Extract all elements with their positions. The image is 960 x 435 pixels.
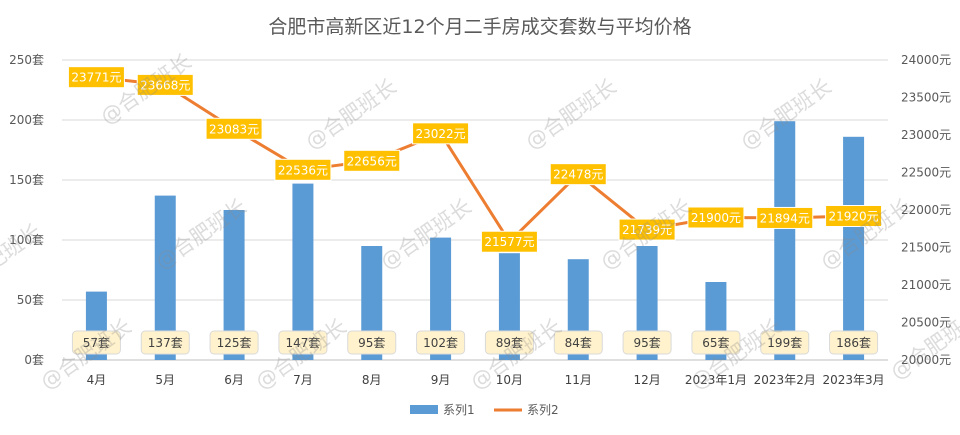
line-data-label-box [274,158,332,181]
right-axis-tick-label: 20000元 [901,353,951,367]
right-axis-tick-label: 21000元 [901,278,951,292]
line-data-label-box [412,122,470,145]
x-axis-tick-label: 7月 [293,373,313,387]
legend: 系列1 系列2 [410,403,559,417]
left-axis-ticks: 0套 50套 100套 150套 200套 250套 [9,53,44,367]
line-data-label-box [480,230,538,253]
line-data-label: 22478元 [553,168,603,182]
x-axis-tick-label: 5月 [155,373,175,387]
x-axis-tick-label: 12月 [633,373,660,387]
right-axis-ticks: 20000元 20500元 21000元 21500元 22000元 22500元 2300… [901,53,951,367]
x-axis-tick-label: 2023年3月 [822,373,884,387]
bar-data-label-box [760,330,810,355]
left-axis-tick-label: 250套 [9,53,44,67]
bar [292,183,314,360]
right-axis-tick-label: 23000元 [901,128,951,142]
x-axis-tick-label: 4月 [87,373,107,387]
x-axis-tick-label: 9月 [431,373,451,387]
right-axis-tick-label: 22500元 [901,166,951,180]
line-data-labels: 23771元 23668元 23083元 22536元 22656元 23022元 2157… [67,66,883,253]
left-axis-tick-label: 0套 [24,353,44,367]
bar-data-label-box [553,330,603,355]
line-data-label: 23771元 [71,71,121,85]
line-data-label: 23668元 [140,78,190,92]
legend-label-series1: 系列1 [443,403,475,417]
right-axis-tick-label: 24000元 [901,53,951,67]
line-data-label-box [756,206,814,229]
right-axis-tick-label: 22000元 [901,203,951,217]
right-axis-tick-label: 21500元 [901,241,951,255]
bar-data-label-box [347,330,397,355]
bar-data-label-box [140,330,190,355]
left-axis-tick-label: 50套 [17,293,44,307]
line-data-label-box [343,149,401,172]
bar [154,195,176,360]
x-axis-tick-label: 6月 [224,373,244,387]
bar-data-label: 186套 [836,336,871,350]
line-data-label: 21739元 [622,223,672,237]
line-data-label: 22656元 [347,154,397,168]
line-data-label: 21900元 [691,211,741,225]
bar-data-label-box [71,330,121,355]
bar-data-label: 125套 [217,336,252,350]
line-data-label: 21577元 [484,235,534,249]
x-axis-tick-label: 11月 [565,373,592,387]
bar-data-label-box [209,330,259,355]
x-axis-labels: 4月 5月 6月 7月 8月 9月 10月 11月 12月 2023年1月 2023年2月 2023年… [87,373,885,387]
line-data-label: 23022元 [415,127,465,141]
bar-data-label: 95套 [633,336,660,350]
line-data-label-box [136,73,194,96]
bar-data-label: 65套 [702,336,729,350]
bar-data-label: 102套 [423,336,458,350]
right-axis-tick-label: 23500元 [901,91,951,105]
bar-data-label-box [622,330,672,355]
grid-lines [62,59,888,361]
line-data-label-box [687,206,745,229]
left-axis-tick-label: 150套 [9,173,44,187]
left-axis-tick-label: 100套 [9,233,44,247]
x-axis-tick-label: 2023年2月 [754,373,816,387]
x-axis-tick-label: 10月 [496,373,523,387]
bar-data-label: 95套 [358,336,385,350]
legend-label-series2: 系列2 [527,403,559,417]
bar-data-label: 84套 [565,336,592,350]
bar-data-label: 137套 [148,336,183,350]
left-axis-tick-label: 200套 [9,113,44,127]
line-data-label-box [825,205,883,227]
line-data-label: 21920元 [828,210,878,224]
bar-data-labels: 57套 137套 125套 147套 95套 102套 89套 84套 95套 65套 199套 18… [71,330,879,355]
x-axis-tick-label: 2023年1月 [685,373,747,387]
bar-data-label-box [278,330,328,355]
bar [774,121,796,360]
line-data-label-box [205,117,263,140]
line-data-label-box [549,163,607,186]
bar-data-label: 147套 [285,336,320,350]
bar-data-label-box [829,330,879,355]
bar-data-label: 57套 [83,336,110,350]
line-data-label: 22536元 [278,163,328,177]
bar-data-label: 89套 [496,336,523,350]
legend-swatch-series1 [410,405,438,414]
bar-data-label-box [691,330,741,355]
bar-data-label-box [416,330,466,355]
bar-data-label: 199套 [767,336,802,350]
right-axis-tick-label: 20500元 [901,316,951,330]
x-axis-tick-label: 8月 [362,373,382,387]
line-data-label-box [618,218,676,241]
line-data-label: 21894元 [760,211,810,225]
bar [430,237,452,360]
chart-title: 合肥市高新区近12个月二手房成交套数与平均价格 [268,16,691,38]
bar-data-label-box [484,330,534,355]
bar [843,136,865,360]
bar-series [85,121,865,360]
line-data-label-box [67,66,125,89]
line-data-label: 23083元 [209,122,259,136]
bar [223,210,245,360]
